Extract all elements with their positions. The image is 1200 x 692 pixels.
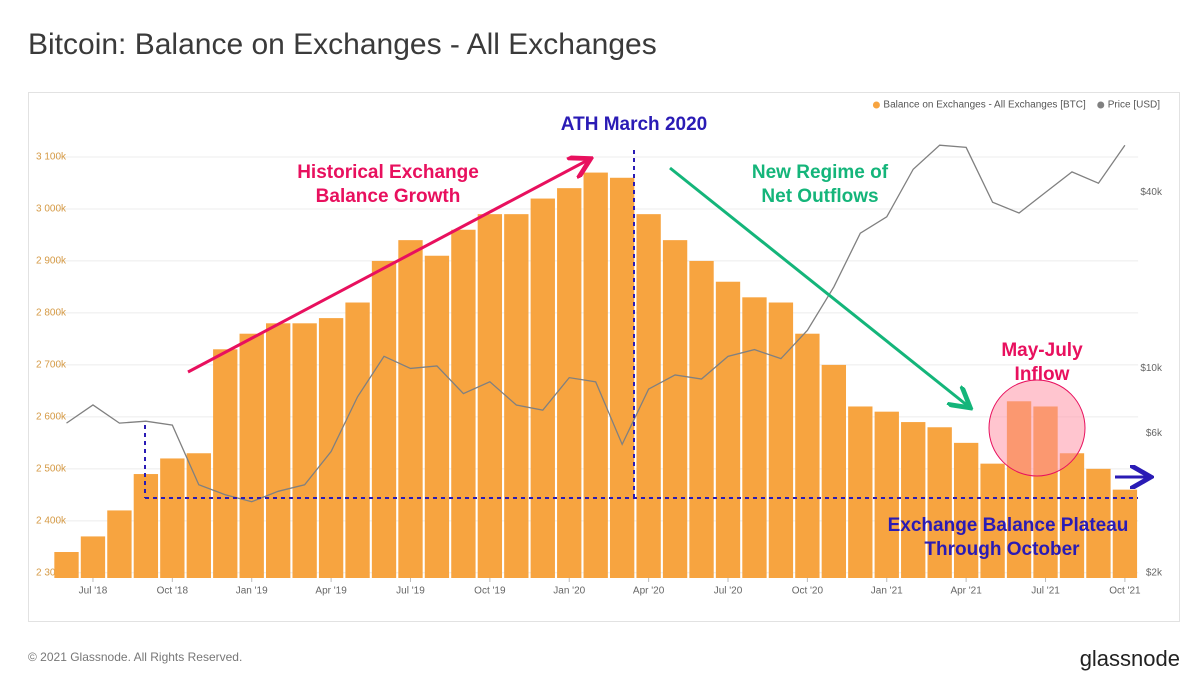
annotation: Inflow [1015, 364, 1070, 385]
copyright: © 2021 Glassnode. All Rights Reserved. [28, 650, 242, 664]
growth-arrow [187, 160, 588, 374]
legend-swatch [1097, 101, 1105, 109]
x-tick-label: Apr '21 [950, 586, 982, 597]
bar [477, 214, 503, 578]
bar [107, 510, 132, 578]
bar [609, 177, 635, 578]
bar [583, 172, 608, 579]
bar [186, 453, 211, 578]
y-tick-label: 2 900k [36, 256, 67, 267]
bar [318, 318, 344, 578]
legend: Price [USD] Balance on Exchanges - All Ex… [872, 100, 1160, 111]
bar [636, 214, 661, 578]
bar [160, 458, 185, 578]
bar [266, 323, 291, 578]
x-tick-label: Oct '21 [1109, 586, 1141, 597]
bar [371, 260, 397, 578]
bar [345, 302, 370, 578]
bar [213, 349, 238, 578]
bar [689, 260, 714, 578]
bar [398, 240, 423, 578]
y-tick-label: 2 700k [36, 360, 67, 371]
bar [874, 411, 899, 578]
legend-label: Balance on Exchanges - All Exchanges [BT… [883, 100, 1086, 111]
y2-tick-label: $10k [1140, 363, 1163, 374]
y-tick-label: 2 500k [36, 463, 67, 474]
chart-title: Bitcoin: Balance on Exchanges - All Exch… [28, 28, 657, 61]
x-tick-label: Jul '19 [396, 586, 425, 597]
x-tick-label: Jul '20 [714, 586, 743, 597]
x-tick-label: Jan '20 [553, 586, 585, 597]
bar [980, 463, 1005, 578]
y-tick-label: 3 000k [36, 204, 67, 215]
x-tick-label: Jul '21 [1031, 586, 1060, 597]
annotation: Exchange Balance Plateau [888, 515, 1129, 536]
bar [239, 333, 264, 578]
y-tick-label: 2 300k [36, 567, 67, 578]
overlays [144, 150, 1148, 499]
bar [795, 333, 820, 578]
bar [901, 422, 926, 578]
bar [768, 302, 794, 578]
x-tick-label: Oct '20 [792, 586, 824, 597]
annotations: ATH March 2020 Historical Exchange Balan… [297, 114, 1128, 560]
bar [715, 281, 741, 578]
bar [953, 442, 979, 578]
bar [927, 427, 952, 578]
brand: glassnode [1080, 646, 1180, 671]
outflow-arrow [669, 166, 968, 406]
y2-tick-label: $40k [1140, 187, 1163, 198]
x-tick-label: Jan '19 [236, 586, 268, 597]
bar [80, 536, 106, 578]
y-tick-label: 2 400k [36, 515, 67, 526]
y2-tick-label: $6k [1146, 428, 1163, 439]
annotation: Balance Growth [316, 186, 461, 207]
annotation: Historical Exchange [297, 162, 479, 183]
x-tick-label: Jan '21 [871, 586, 903, 597]
bar [424, 255, 450, 578]
price-line [66, 144, 1126, 503]
bar [1086, 468, 1111, 578]
bar [1059, 453, 1085, 578]
annotation: May-July [1001, 340, 1083, 361]
x-tick-label: Apr '20 [633, 586, 665, 597]
annotation: Net Outflows [761, 186, 878, 207]
annotation: Through October [924, 539, 1080, 560]
bar [742, 297, 767, 578]
legend-swatch [872, 101, 880, 109]
x-tick-label: Apr '19 [315, 586, 347, 597]
bar [292, 323, 317, 578]
bar [530, 198, 555, 579]
x-tick-label: Oct '19 [474, 586, 506, 597]
annotation: New Regime of [752, 162, 889, 183]
bar [557, 188, 582, 578]
x-tick-label: Oct '18 [157, 586, 189, 597]
legend-label: Price [USD] [1108, 100, 1160, 111]
bar [848, 406, 873, 578]
x-tick-label: Jul '18 [79, 586, 108, 597]
y-tick-label: 3 100k [36, 152, 67, 163]
y-tick-label: 2 600k [36, 412, 67, 423]
y2-tick-label: $2k [1146, 567, 1163, 578]
bar [504, 214, 529, 578]
bar [1112, 489, 1138, 578]
bar [662, 240, 688, 578]
bar [451, 229, 476, 578]
y-tick-label: 2 800k [36, 308, 67, 319]
bar [821, 364, 847, 578]
annotation: ATH March 2020 [561, 114, 707, 135]
inflow-circle [988, 379, 1086, 477]
bar [54, 552, 79, 578]
